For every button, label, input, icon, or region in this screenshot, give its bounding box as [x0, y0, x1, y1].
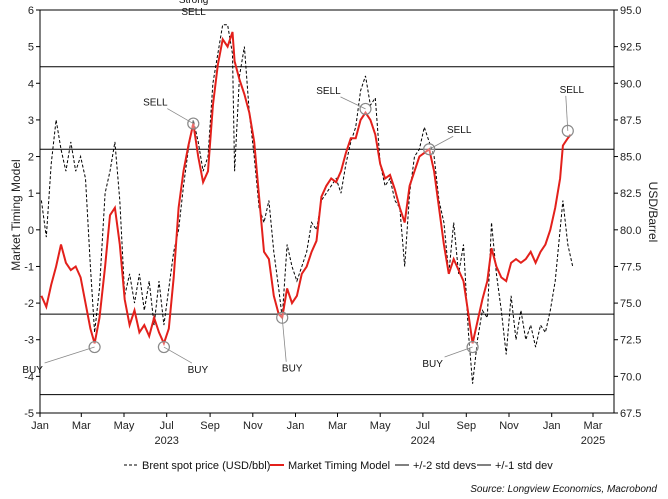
x-tick-label: Jul	[160, 420, 174, 432]
x-year-label: 2023	[154, 435, 178, 447]
x-tick-label: May	[114, 420, 135, 432]
x-axis-ticks: Jan Mar May Jul Sep Nov Jan Mar May Jul Sep Nov Jan M…	[31, 413, 605, 447]
annotation-label: SELL	[560, 85, 585, 96]
right-tick-label: 70.0	[620, 371, 641, 383]
annotation-label: Strong SELL	[179, 0, 208, 18]
annotation-label: SELL	[143, 98, 168, 109]
left-tick-label: -5	[24, 408, 34, 420]
x-tick-label: Jan	[287, 420, 305, 432]
annotation-leader	[340, 96, 366, 110]
left-axis-ticks: -5 -4 -3 -2 -1 0 1 2 3 4 5 6	[24, 5, 40, 420]
x-year-label: 2024	[411, 435, 435, 447]
brent-line	[40, 24, 574, 384]
right-tick-label: 82.5	[620, 188, 641, 200]
brent-series	[40, 24, 574, 384]
x-tick-label: Nov	[499, 420, 519, 432]
right-tick-label: 90.0	[620, 78, 641, 90]
right-tick-label: 80.0	[620, 225, 641, 237]
annotation-label: BUY	[188, 365, 209, 376]
right-tick-label: 77.5	[620, 261, 641, 273]
right-tick-label: 95.0	[620, 5, 641, 17]
left-tick-label: 2	[28, 152, 34, 164]
left-tick-label: -2	[24, 298, 34, 310]
annotation-label: SELL	[447, 125, 472, 136]
model-line	[40, 31, 572, 347]
annotation-leader	[565, 95, 569, 131]
left-tick-label: 0	[28, 225, 34, 237]
left-tick-label: -1	[24, 261, 34, 273]
left-axis-title: Market Timing Model	[9, 159, 23, 270]
reference-lines	[40, 66, 614, 396]
annotation-label: BUY	[282, 364, 303, 375]
legend-label: +/-1 std dev	[495, 460, 553, 472]
annotation-leader	[44, 346, 95, 364]
left-tick-label: 1	[28, 188, 34, 200]
x-tick-label: Sep	[200, 420, 220, 432]
x-tick-label: Mar	[328, 420, 347, 432]
x-tick-label: Jan	[31, 420, 49, 432]
left-tick-label: 6	[28, 5, 34, 17]
right-tick-label: 85.0	[620, 152, 641, 164]
annotation-label: BUY	[422, 359, 443, 370]
right-tick-label: 75.0	[620, 298, 641, 310]
legend-label: +/-2 std devs	[413, 460, 477, 472]
left-tick-label: -4	[24, 371, 34, 383]
x-tick-label: Jul	[416, 420, 430, 432]
annotation-leader	[281, 317, 287, 362]
left-tick-label: 3	[28, 115, 34, 127]
plot-frame	[39, 9, 615, 414]
x-tick-label: Jan	[543, 420, 561, 432]
annotation-label: SELL	[316, 86, 341, 97]
right-tick-label: 92.5	[620, 42, 641, 54]
legend-label: Brent spot price (USD/bbl)	[142, 460, 270, 472]
legend: Brent spot price (USD/bbl) Market Timing …	[124, 460, 553, 472]
right-tick-label: 87.5	[620, 115, 641, 127]
x-tick-label: Nov	[243, 420, 263, 432]
right-axis-ticks: 67.5 70.0 72.5 75.0 77.5 80.0 82.5 85.0 87.5 90.0…	[614, 5, 641, 420]
annotation-leader	[429, 135, 454, 150]
left-tick-label: 4	[28, 78, 34, 90]
right-axis-title: USD/Barrel	[646, 182, 660, 243]
right-tick-label: 72.5	[620, 335, 641, 347]
x-tick-label: Mar	[584, 420, 603, 432]
legend-label: Market Timing Model	[288, 460, 390, 472]
x-tick-label: Mar	[72, 420, 91, 432]
annotation-leader	[167, 108, 194, 124]
annotation-leader	[163, 346, 193, 364]
x-year-label: 2025	[581, 435, 605, 447]
annotation-leader	[444, 346, 473, 358]
x-tick-label: Sep	[457, 420, 477, 432]
annotations: Strong SELL SELL SELL SELL SELL BUY BUY BUY BUY	[22, 0, 584, 376]
right-tick-label: 67.5	[620, 408, 641, 420]
source-note: Source: Longview Economics, Macrobond	[470, 484, 657, 495]
x-tick-label: May	[370, 420, 391, 432]
left-tick-label: -3	[24, 335, 34, 347]
left-tick-label: 5	[28, 42, 34, 54]
model-series	[40, 31, 572, 347]
annotation-label: BUY	[22, 365, 43, 376]
